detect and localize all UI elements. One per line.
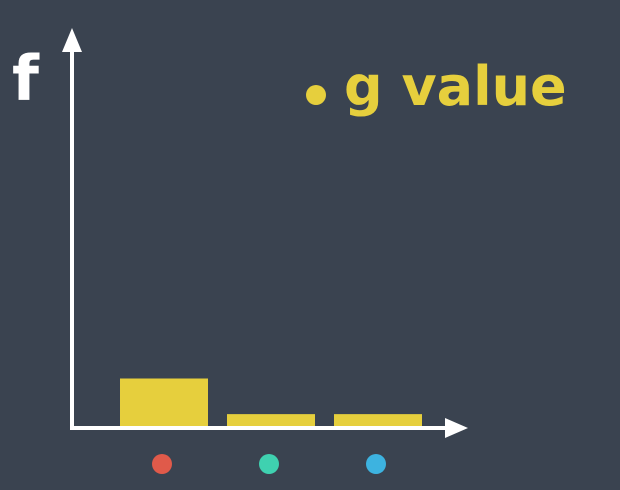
y-axis-label: f xyxy=(12,42,40,115)
legend-marker xyxy=(306,85,326,105)
bar-green xyxy=(227,414,315,426)
bar-blue xyxy=(334,414,422,426)
axes xyxy=(62,28,468,438)
category-marker-green xyxy=(259,454,279,474)
bars xyxy=(120,378,422,426)
bar-red xyxy=(120,378,208,426)
x-axis-arrow xyxy=(445,418,468,438)
category-marker-blue xyxy=(366,454,386,474)
y-axis-arrow xyxy=(62,28,82,52)
legend: g value xyxy=(306,55,567,118)
category-markers xyxy=(152,454,386,474)
legend-label: g value xyxy=(344,55,567,118)
category-marker-red xyxy=(152,454,172,474)
